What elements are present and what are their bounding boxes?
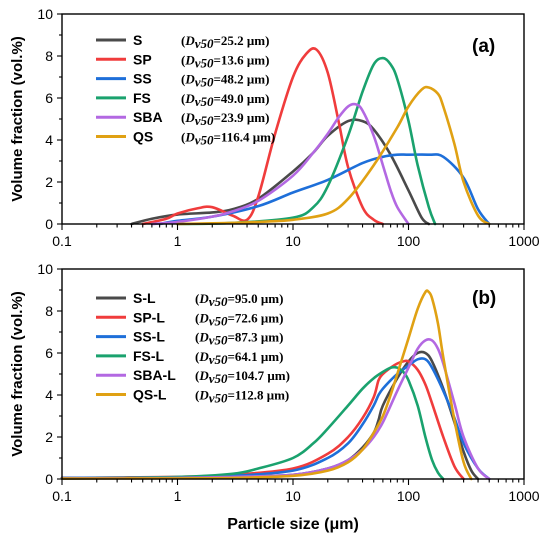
plot-frame <box>61 268 525 480</box>
x-tick-label: 10 <box>285 233 301 249</box>
x-tick-label: 1000 <box>508 233 539 249</box>
x-tick-label: 10 <box>285 488 301 504</box>
series-line-fs-l <box>60 365 445 481</box>
legend-series-name: FS-L <box>133 348 165 364</box>
series-line-fs <box>176 56 437 226</box>
legend-series-name: FS <box>133 90 151 106</box>
legend-item-qs: QS (Dv50=116.4 μm) <box>96 129 275 148</box>
legend-item-fs-l: FS-L (Dv50=64.1 μm) <box>96 348 283 367</box>
legend-item-s: S (Dv50=25.2 μm) <box>96 32 269 51</box>
legend-series-name: SP-L <box>133 309 165 325</box>
y-tick-label: 10 <box>37 6 53 22</box>
x-tick-label: 100 <box>397 488 421 504</box>
legend-item-sba: SBA (Dv50=23.9 μm) <box>96 109 269 128</box>
legend-d50-value: (Dv50=13.6 μm) <box>181 52 269 70</box>
legend-d50-value: (Dv50=104.7 μm) <box>195 368 290 386</box>
legend-d50-value: (Dv50=25.2 μm) <box>181 33 269 51</box>
y-tick-label: 2 <box>45 174 53 190</box>
y-tick-label: 0 <box>45 216 53 232</box>
x-tick-label: 1000 <box>508 488 539 504</box>
y-tick-label: 6 <box>45 90 53 106</box>
legend-d50-value: (Dv50=95.0 μm) <box>195 291 283 309</box>
legend-series-name: S-L <box>133 290 156 306</box>
y-tick-label: 4 <box>45 387 53 403</box>
legend-d50-value: (Dv50=116.4 μm) <box>181 130 275 148</box>
legend-series-name: QS <box>133 129 153 145</box>
y-tick-label: 2 <box>45 429 53 445</box>
y-tick-label: 8 <box>45 303 53 319</box>
legend-d50-value: (Dv50=23.9 μm) <box>181 110 269 128</box>
legend-item-sp-l: SP-L (Dv50=72.6 μm) <box>96 309 283 328</box>
legend-item-ss-l: SS-L (Dv50=87.3 μm) <box>96 329 283 348</box>
legend-d50-value: (Dv50=48.2 μm) <box>181 72 269 90</box>
legend-item-sba-l: SBA-L (Dv50=104.7 μm) <box>96 367 290 386</box>
y-tick-label: 8 <box>45 48 53 64</box>
panel-b: 0 2 4 6 8 10 0.1 1 10 100 1000 Volume fraction (vol… <box>9 261 540 533</box>
y-tick-label: 0 <box>45 471 53 487</box>
series-line-qs <box>176 85 491 226</box>
legend-series-name: S <box>133 32 142 48</box>
y-tick-label: 10 <box>37 261 53 277</box>
series-line-ss-l <box>60 357 491 481</box>
y-tick-label: 6 <box>45 345 53 361</box>
panel-a: 0 2 4 6 8 10 0.1 1 10 100 1000 Volume fraction (vol… <box>9 6 540 249</box>
legend-d50-value: (Dv50=87.3 μm) <box>195 330 283 348</box>
legend-d50-value: (Dv50=112.8 μm) <box>195 388 289 406</box>
x-tick-label: 1 <box>174 233 182 249</box>
x-tick-label: 1 <box>174 488 182 504</box>
legend-item-qs-l: QS-L (Dv50=112.8 μm) <box>96 387 289 406</box>
legend: S (Dv50=25.2 μm) SP (Dv50=13.6 μm) SS (Dv50=4… <box>96 32 275 148</box>
legend-item-sp: SP (Dv50=13.6 μm) <box>96 51 269 70</box>
y-axis-label: Volume fraction (vol.%) <box>9 36 26 202</box>
x-tick-label: 0.1 <box>52 233 72 249</box>
x-axis-label: Particle size (μm) <box>227 516 359 533</box>
legend-d50-value: (Dv50=72.6 μm) <box>195 310 283 328</box>
legend-item-fs: FS (Dv50=49.0 μm) <box>96 90 269 109</box>
legend-series-name: SS-L <box>133 329 165 345</box>
legend-d50-value: (Dv50=49.0 μm) <box>181 91 269 109</box>
legend-d50-value: (Dv50=64.1 μm) <box>195 349 283 367</box>
legend-series-name: SBA <box>133 109 163 125</box>
legend-series-name: SP <box>133 51 152 67</box>
y-axis-label: Volume fraction (vol.%) <box>9 291 26 457</box>
legend-item-s-l: S-L (Dv50=95.0 μm) <box>96 290 283 309</box>
legend-series-name: SBA-L <box>133 367 176 383</box>
panel-label: (a) <box>472 36 495 57</box>
legend-series-name: QS-L <box>133 387 167 403</box>
legend: S-L (Dv50=95.0 μm) SP-L (Dv50=72.6 μm) SS-L (… <box>96 290 290 406</box>
panel-label: (b) <box>472 288 496 309</box>
y-tick-label: 4 <box>45 132 53 148</box>
series-line-qs-l <box>60 289 473 481</box>
series-line-sba <box>150 102 410 226</box>
legend-item-ss: SS (Dv50=48.2 μm) <box>96 71 269 90</box>
legend-series-name: SS <box>133 71 152 87</box>
x-tick-label: 100 <box>397 233 421 249</box>
x-tick-label: 0.1 <box>52 488 72 504</box>
